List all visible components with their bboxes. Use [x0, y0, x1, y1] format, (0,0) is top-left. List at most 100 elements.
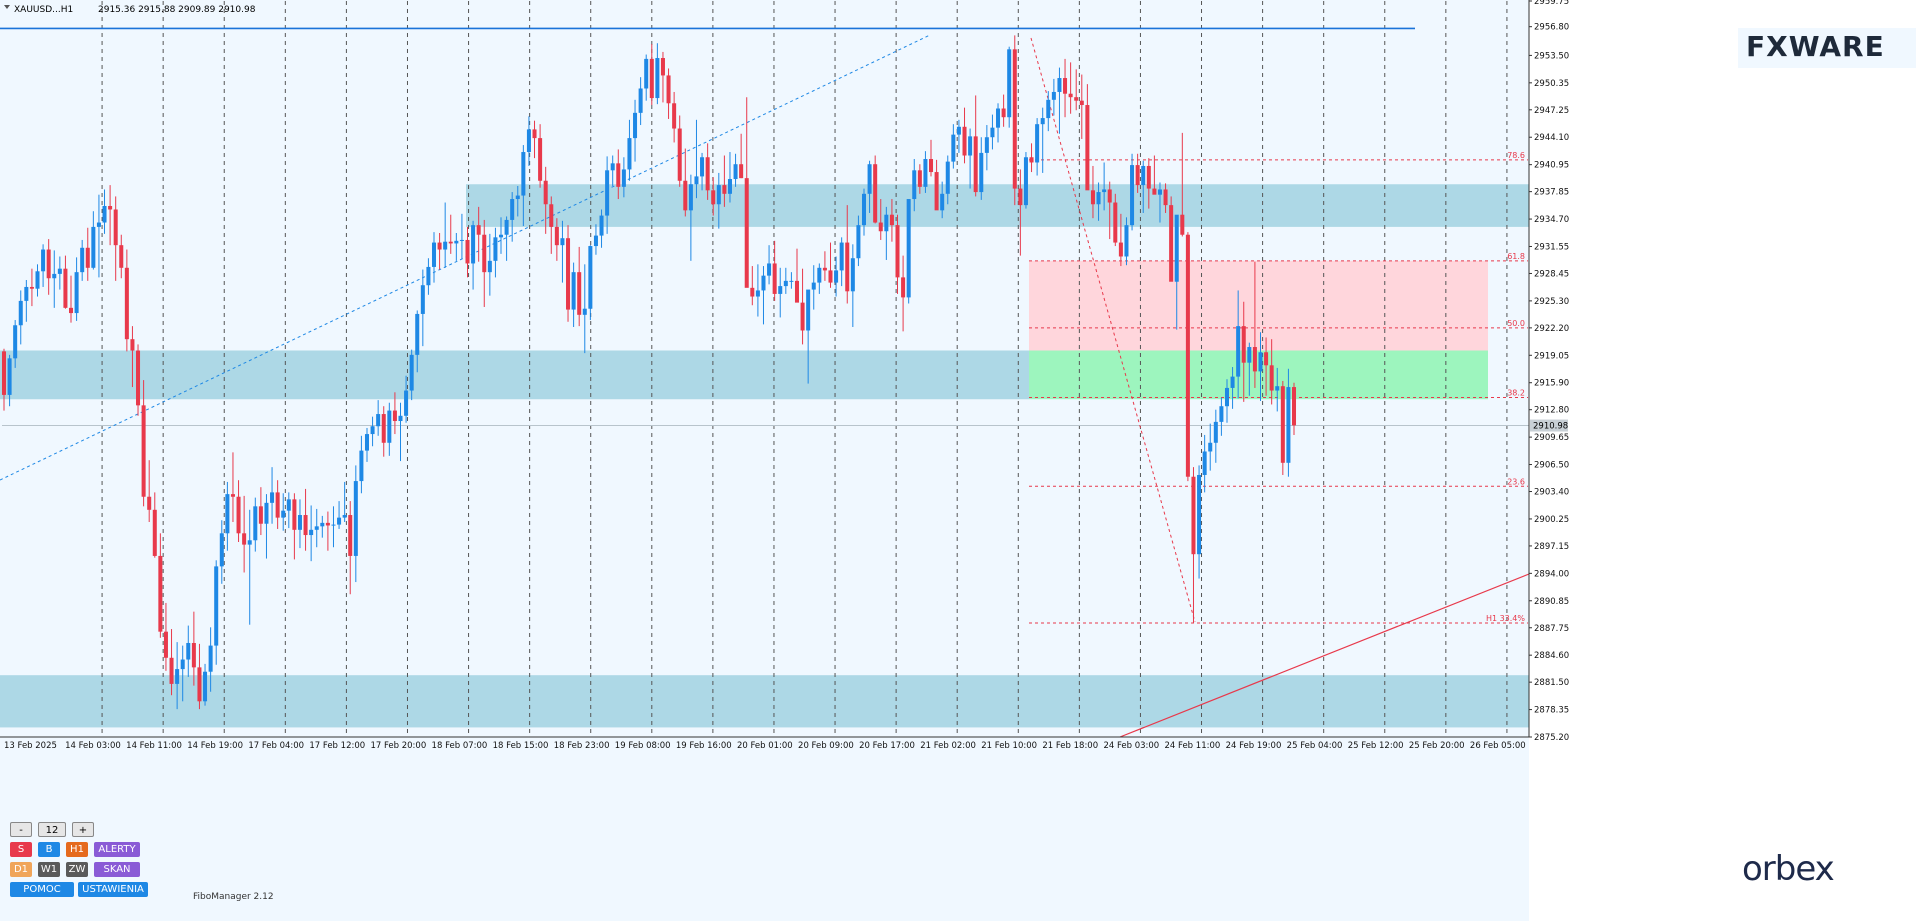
x-tick-label: 25 Feb 12:00 [1348, 741, 1404, 751]
candle-body [1208, 442, 1213, 452]
uptrend-dotted-line [0, 34, 931, 481]
candle-body [236, 496, 241, 534]
candle-body [136, 350, 141, 406]
candle-body [968, 136, 973, 156]
candle-body [1241, 326, 1246, 363]
candle-body [353, 481, 358, 556]
candle-body [566, 238, 571, 310]
timeframe-h1-button[interactable]: H1 [66, 842, 88, 857]
settings-button[interactable]: USTAWIENIA [78, 882, 148, 897]
candle-body [1107, 189, 1112, 203]
y-tick-label: 2953.50 [1534, 51, 1569, 61]
candle-body [309, 529, 314, 536]
fibo-diagonal-line [1030, 37, 1196, 623]
candle-body [929, 158, 934, 173]
candle-body [828, 270, 833, 283]
x-tick-label: 25 Feb 04:00 [1287, 741, 1343, 751]
chart-header-symbol: XAUUSD...H1 [14, 5, 73, 15]
candle-body [521, 152, 526, 196]
candle-body [108, 206, 113, 210]
candle-body [1096, 192, 1101, 205]
candle-body [1174, 214, 1179, 282]
y-tick-label: 2940.95 [1534, 161, 1569, 171]
candle-body [1018, 188, 1023, 206]
x-tick-label: 17 Feb 20:00 [370, 741, 426, 751]
candle-body [52, 273, 57, 279]
candle-body [610, 163, 615, 171]
x-tick-label: 20 Feb 09:00 [798, 741, 854, 751]
candle-body [767, 263, 772, 276]
y-tick-label: 2878.35 [1534, 706, 1569, 716]
help-button[interactable]: POMOC [10, 882, 74, 897]
chart-menu-icon[interactable] [4, 5, 10, 9]
increment-button[interactable]: + [72, 822, 94, 837]
y-tick-label: 2944.10 [1534, 133, 1569, 143]
candle-body [499, 234, 504, 238]
timeframe-w1-button[interactable]: W1 [38, 862, 60, 877]
candle-body [1286, 387, 1291, 463]
candle-body [739, 164, 744, 179]
candle-body [476, 225, 481, 235]
y-tick-label: 2937.85 [1534, 188, 1569, 198]
candle-body [431, 242, 437, 267]
candle-body [716, 185, 721, 205]
candle-body [398, 415, 403, 422]
trend-lines-layer [0, 27, 1530, 738]
decrement-button[interactable]: - [10, 822, 32, 837]
candle-body [901, 277, 906, 298]
candle-body [1046, 99, 1051, 119]
scan-button[interactable]: SKAN [94, 862, 140, 877]
candle-body [1146, 165, 1151, 189]
orbex-logo-text: orbex [1742, 849, 1835, 889]
candle-body [599, 215, 604, 236]
y-tick-label: 2956.80 [1534, 23, 1569, 33]
fibo-level-label: 23.6 [1507, 477, 1525, 486]
y-tick-label: 2881.50 [1534, 678, 1569, 688]
candle-body [817, 267, 822, 283]
x-tick-label: 21 Feb 10:00 [981, 741, 1037, 751]
candle-body [80, 247, 85, 273]
y-tick-label: 2890.85 [1534, 597, 1569, 607]
candle-body [219, 533, 224, 567]
price-axis-panel [1529, 0, 1916, 921]
fibo-level-label: 50.0 [1507, 319, 1525, 328]
candle-body [482, 234, 487, 273]
period-value-field[interactable]: 12 [38, 822, 66, 837]
candle-body [850, 258, 855, 292]
y-tick-label: 2959.75 [1534, 0, 1569, 7]
candle-body [320, 522, 325, 527]
candle-body [281, 510, 286, 518]
candle-body [694, 176, 699, 185]
candle-body [582, 308, 587, 315]
x-tick-label: 18 Feb 07:00 [432, 741, 488, 751]
zw-button[interactable]: ZW [66, 862, 88, 877]
candle-body [130, 339, 135, 351]
candle-body [85, 247, 90, 268]
candle-body [666, 75, 671, 104]
candle-body [325, 522, 330, 526]
candle-body [727, 179, 732, 194]
candle-body [822, 267, 827, 271]
candle-body [532, 129, 537, 139]
candle-body [158, 555, 163, 632]
candle-body [364, 434, 369, 451]
candle-body [956, 126, 961, 135]
timeframe-d1-button[interactable]: D1 [10, 862, 32, 877]
candle-body [186, 642, 191, 660]
candle-body [1102, 189, 1107, 193]
candle-body [1230, 376, 1235, 388]
candle-body [493, 237, 498, 261]
buy-button[interactable]: B [38, 842, 60, 857]
candle-body [722, 185, 727, 194]
fibo-level-label: 78.6 [1507, 151, 1525, 160]
zone-2 [0, 675, 1529, 728]
candle-body [677, 128, 682, 181]
candle-body [1007, 49, 1012, 118]
candle-body [163, 631, 168, 658]
zone-3 [1029, 260, 1488, 351]
sell-button[interactable]: S [10, 842, 32, 857]
candle-body [443, 241, 448, 250]
alerts-button[interactable]: ALERTY [94, 842, 140, 857]
candle-body [370, 426, 375, 435]
